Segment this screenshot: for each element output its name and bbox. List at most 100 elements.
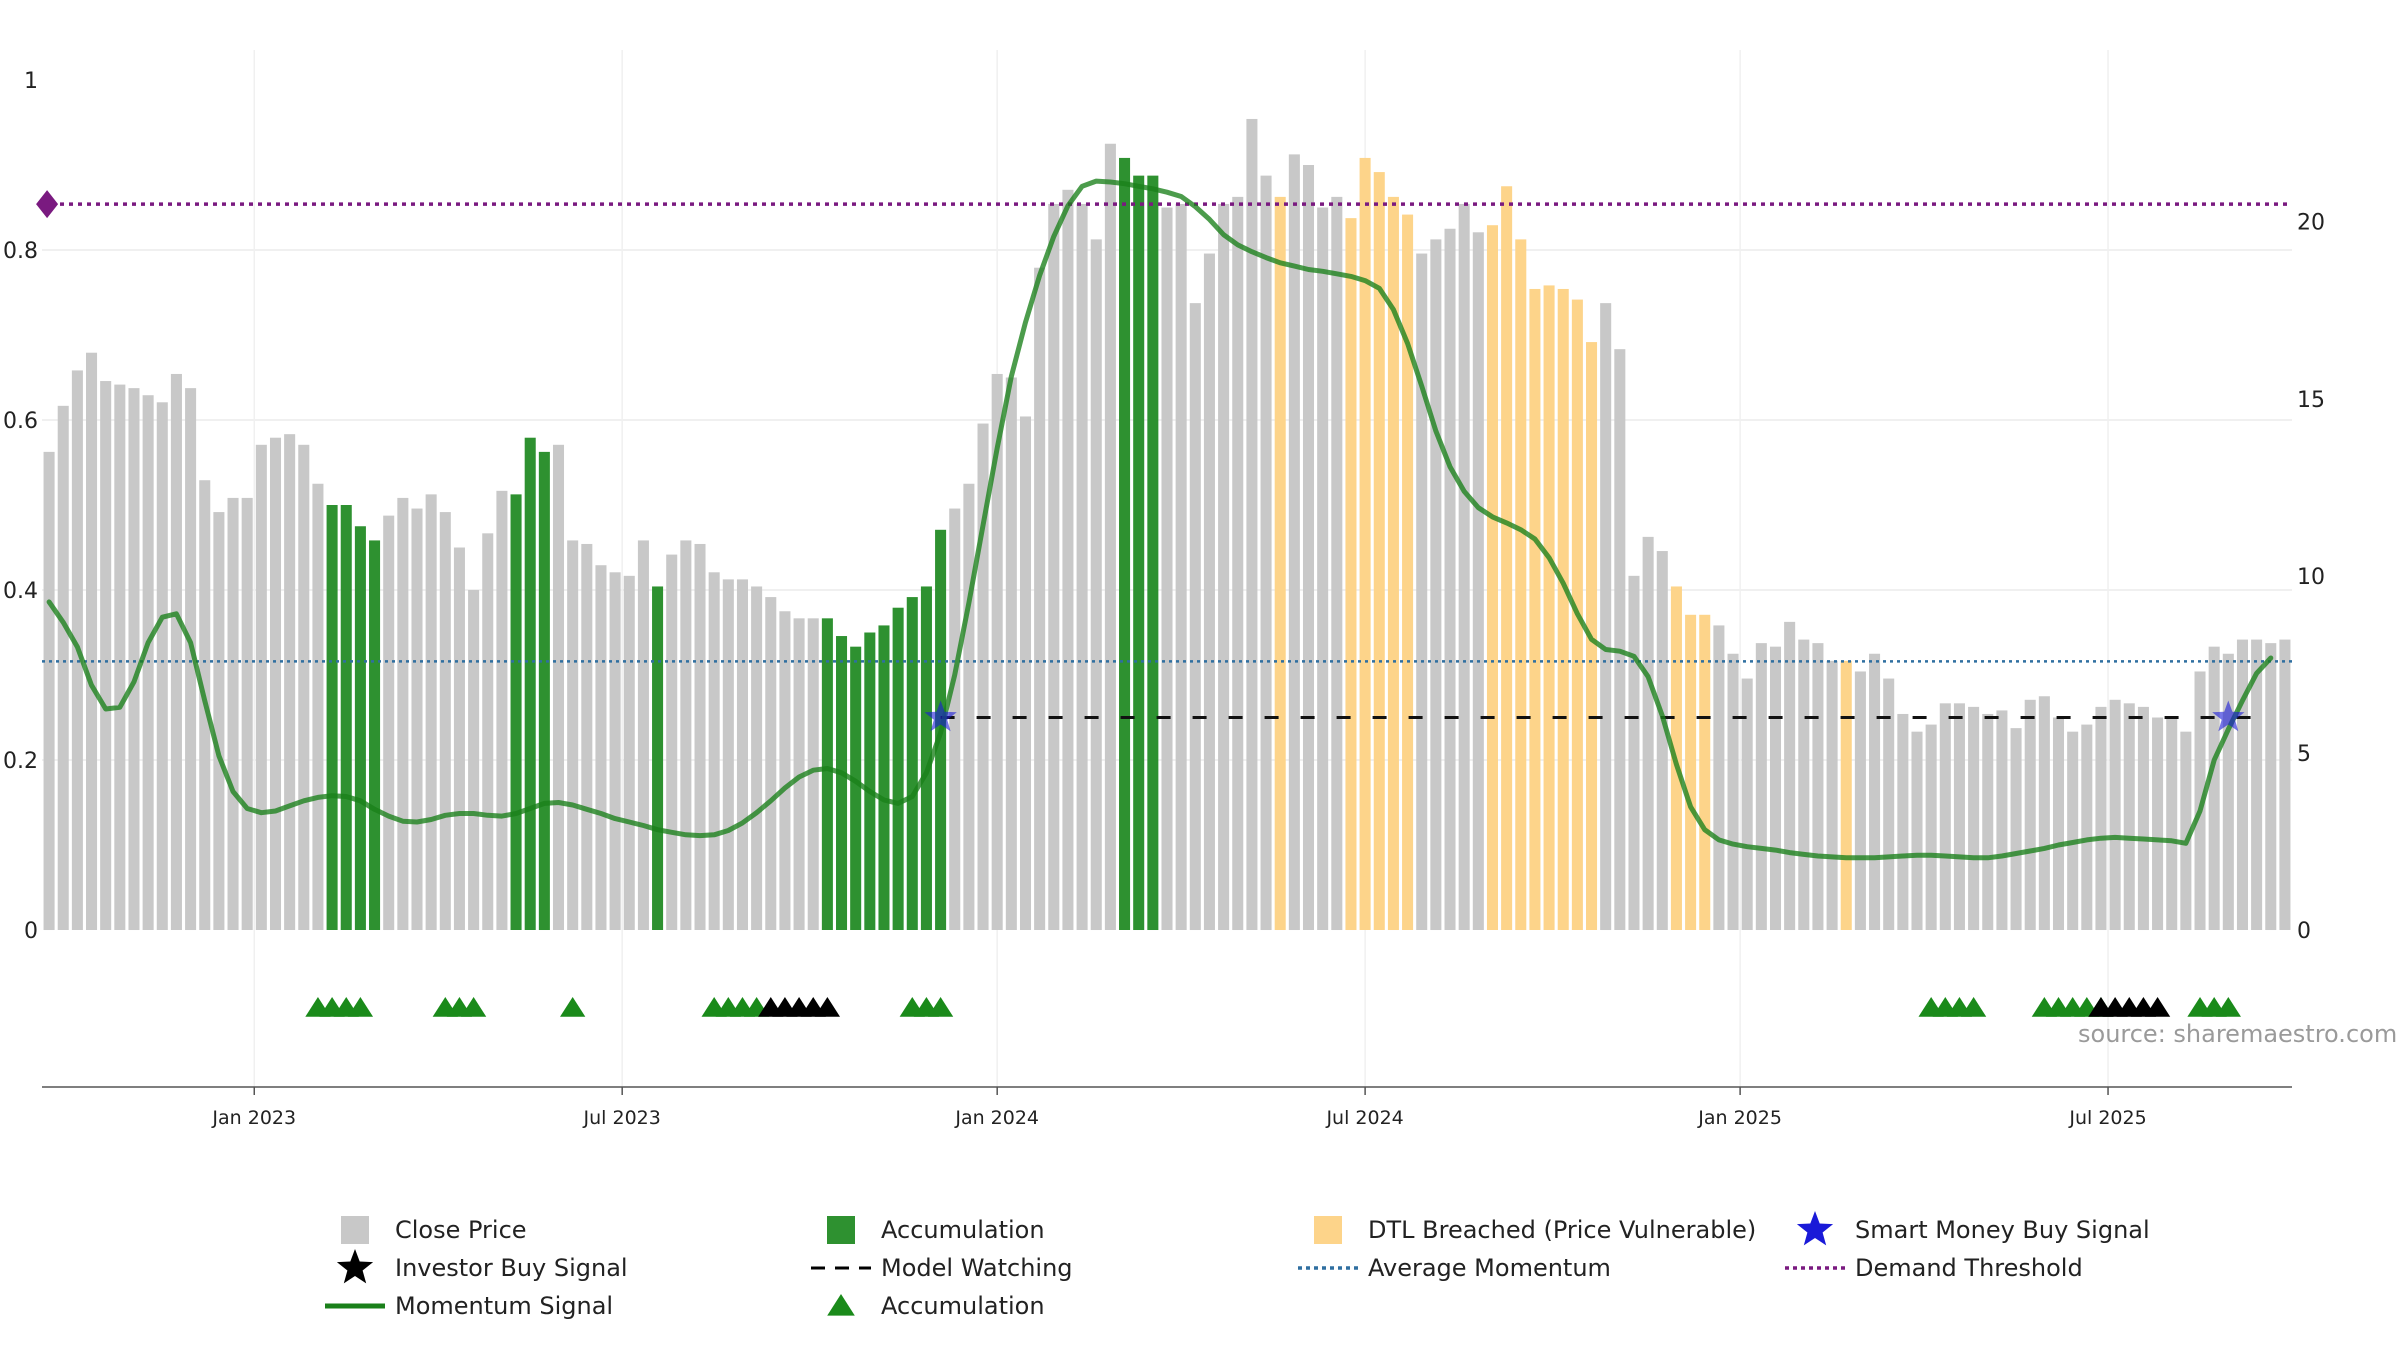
close-price-bar: [411, 508, 423, 930]
close-price-bar: [43, 451, 55, 931]
close-price-bar: [1982, 713, 1994, 930]
x-tick-label: Jul 2024: [1325, 1107, 1403, 1129]
accumulation-bar: [920, 586, 932, 930]
accumulation-bar: [326, 505, 338, 930]
x-tick-label: Jul 2025: [2068, 1107, 2146, 1129]
accumulation-bar: [892, 607, 904, 930]
close-price-bar: [736, 579, 748, 931]
close-price-bar: [298, 444, 310, 930]
close-price-bar: [213, 512, 225, 930]
close-price-bar: [1458, 203, 1470, 930]
momentum-signal-line: [46, 178, 2274, 861]
close-price-bar: [1090, 239, 1102, 931]
left-axis-tick-label: 0.8: [3, 239, 38, 264]
close-price-bar: [1019, 416, 1032, 931]
close-price-bar: [2081, 724, 2093, 930]
left-axis-tick-label: 0.6: [3, 409, 38, 434]
close-price-bar: [991, 373, 1003, 931]
close-price-bar: [1232, 196, 1244, 931]
dtl-breached-bar: [1345, 218, 1357, 931]
close-price-bar: [637, 540, 649, 930]
close-price-bar: [1076, 203, 1088, 930]
close-price-bar: [1656, 551, 1668, 930]
close-price-bar: [1628, 575, 1640, 930]
close-price-bar: [1175, 203, 1187, 930]
close-price-bar: [2208, 646, 2220, 930]
legend-swatch: [827, 1216, 855, 1244]
close-price-bar: [255, 444, 267, 930]
close-price-bar: [1897, 713, 1909, 930]
close-price-bar: [1713, 625, 1725, 930]
close-price-bar: [1218, 203, 1230, 930]
close-price-bar: [1189, 303, 1201, 931]
close-price-bar: [468, 590, 480, 930]
close-price-bar: [1755, 643, 1767, 931]
close-price-bar: [1614, 349, 1626, 930]
accumulation-triangle: [1960, 997, 1987, 1017]
dtl-breached-bar: [1402, 214, 1414, 930]
close-price-bar: [1883, 678, 1895, 930]
close-price-bar: [977, 423, 989, 930]
close-price-bar: [2236, 639, 2248, 930]
accumulation-bar: [1133, 175, 1145, 931]
legend-swatch: [1314, 1216, 1342, 1244]
close-price-bar: [1062, 189, 1074, 931]
close-price-bar: [2222, 653, 2234, 930]
left-axis-tick-label: 0.4: [3, 579, 38, 604]
x-tick-label: Jan 2024: [954, 1107, 1039, 1129]
close-price-bar: [567, 540, 579, 930]
close-price-bar: [2109, 699, 2121, 930]
accumulation-bar: [821, 618, 833, 930]
accumulation-bar: [1147, 175, 1159, 931]
close-price-bar: [1331, 196, 1343, 931]
legend-label: DTL Breached (Price Vulnerable): [1368, 1216, 1756, 1244]
legend-label: Demand Threshold: [1855, 1254, 2083, 1282]
accumulation-bar: [878, 625, 890, 930]
close-price-bar: [2194, 671, 2206, 930]
accumulation-bar: [510, 494, 522, 930]
dtl-breached-bar: [1543, 285, 1555, 930]
close-price-bar: [1869, 653, 1881, 930]
legend-layer: Close Price Accumulation DTL Breached (Pri…: [325, 1211, 2150, 1320]
dtl-breached-bar: [1529, 288, 1541, 931]
close-price-bar: [2123, 703, 2135, 930]
close-price-bar: [1005, 377, 1017, 930]
close-price-bar: [793, 618, 805, 930]
close-price-bar: [1854, 671, 1866, 930]
legend-swatch: [341, 1216, 369, 1244]
close-price-bar: [949, 508, 961, 930]
close-price-bar: [666, 554, 678, 930]
accumulation-bar: [369, 540, 381, 930]
close-price-bar: [1741, 678, 1753, 930]
left-axis-tick-label: 1: [24, 69, 38, 94]
close-price-bar: [2152, 717, 2164, 930]
demand-threshold-marker: [36, 190, 59, 219]
close-price-bar: [1769, 646, 1782, 930]
close-price-bar: [156, 402, 168, 930]
bars-layer: [43, 118, 2291, 931]
close-price-bar: [765, 597, 777, 930]
accumulation-triangle: [460, 997, 487, 1017]
close-price-bar: [1911, 731, 1923, 930]
close-price-bar: [86, 352, 98, 931]
legend-label: Model Watching: [881, 1254, 1073, 1282]
close-price-bar: [1727, 653, 1739, 930]
close-price-bar: [694, 543, 706, 930]
close-price-bar: [1034, 267, 1046, 931]
dtl-breached-bar: [1501, 186, 1513, 930]
close-price-bar: [807, 618, 819, 930]
close-price-bar: [963, 483, 975, 930]
smart-money-buy-star: [924, 700, 957, 732]
close-price-bar: [1302, 165, 1315, 930]
close-price-bar: [1600, 303, 1612, 931]
accumulation-triangle: [2215, 997, 2241, 1017]
close-price-bar: [1288, 154, 1300, 931]
close-price-bar: [1996, 710, 2008, 930]
accumulation-triangle: [927, 997, 954, 1017]
accumulation-bar: [340, 505, 352, 930]
right-axis-tick-label: 10: [2297, 565, 2325, 590]
dtl-breached-bar: [1557, 288, 1569, 931]
close-price-bar: [1812, 643, 1824, 931]
